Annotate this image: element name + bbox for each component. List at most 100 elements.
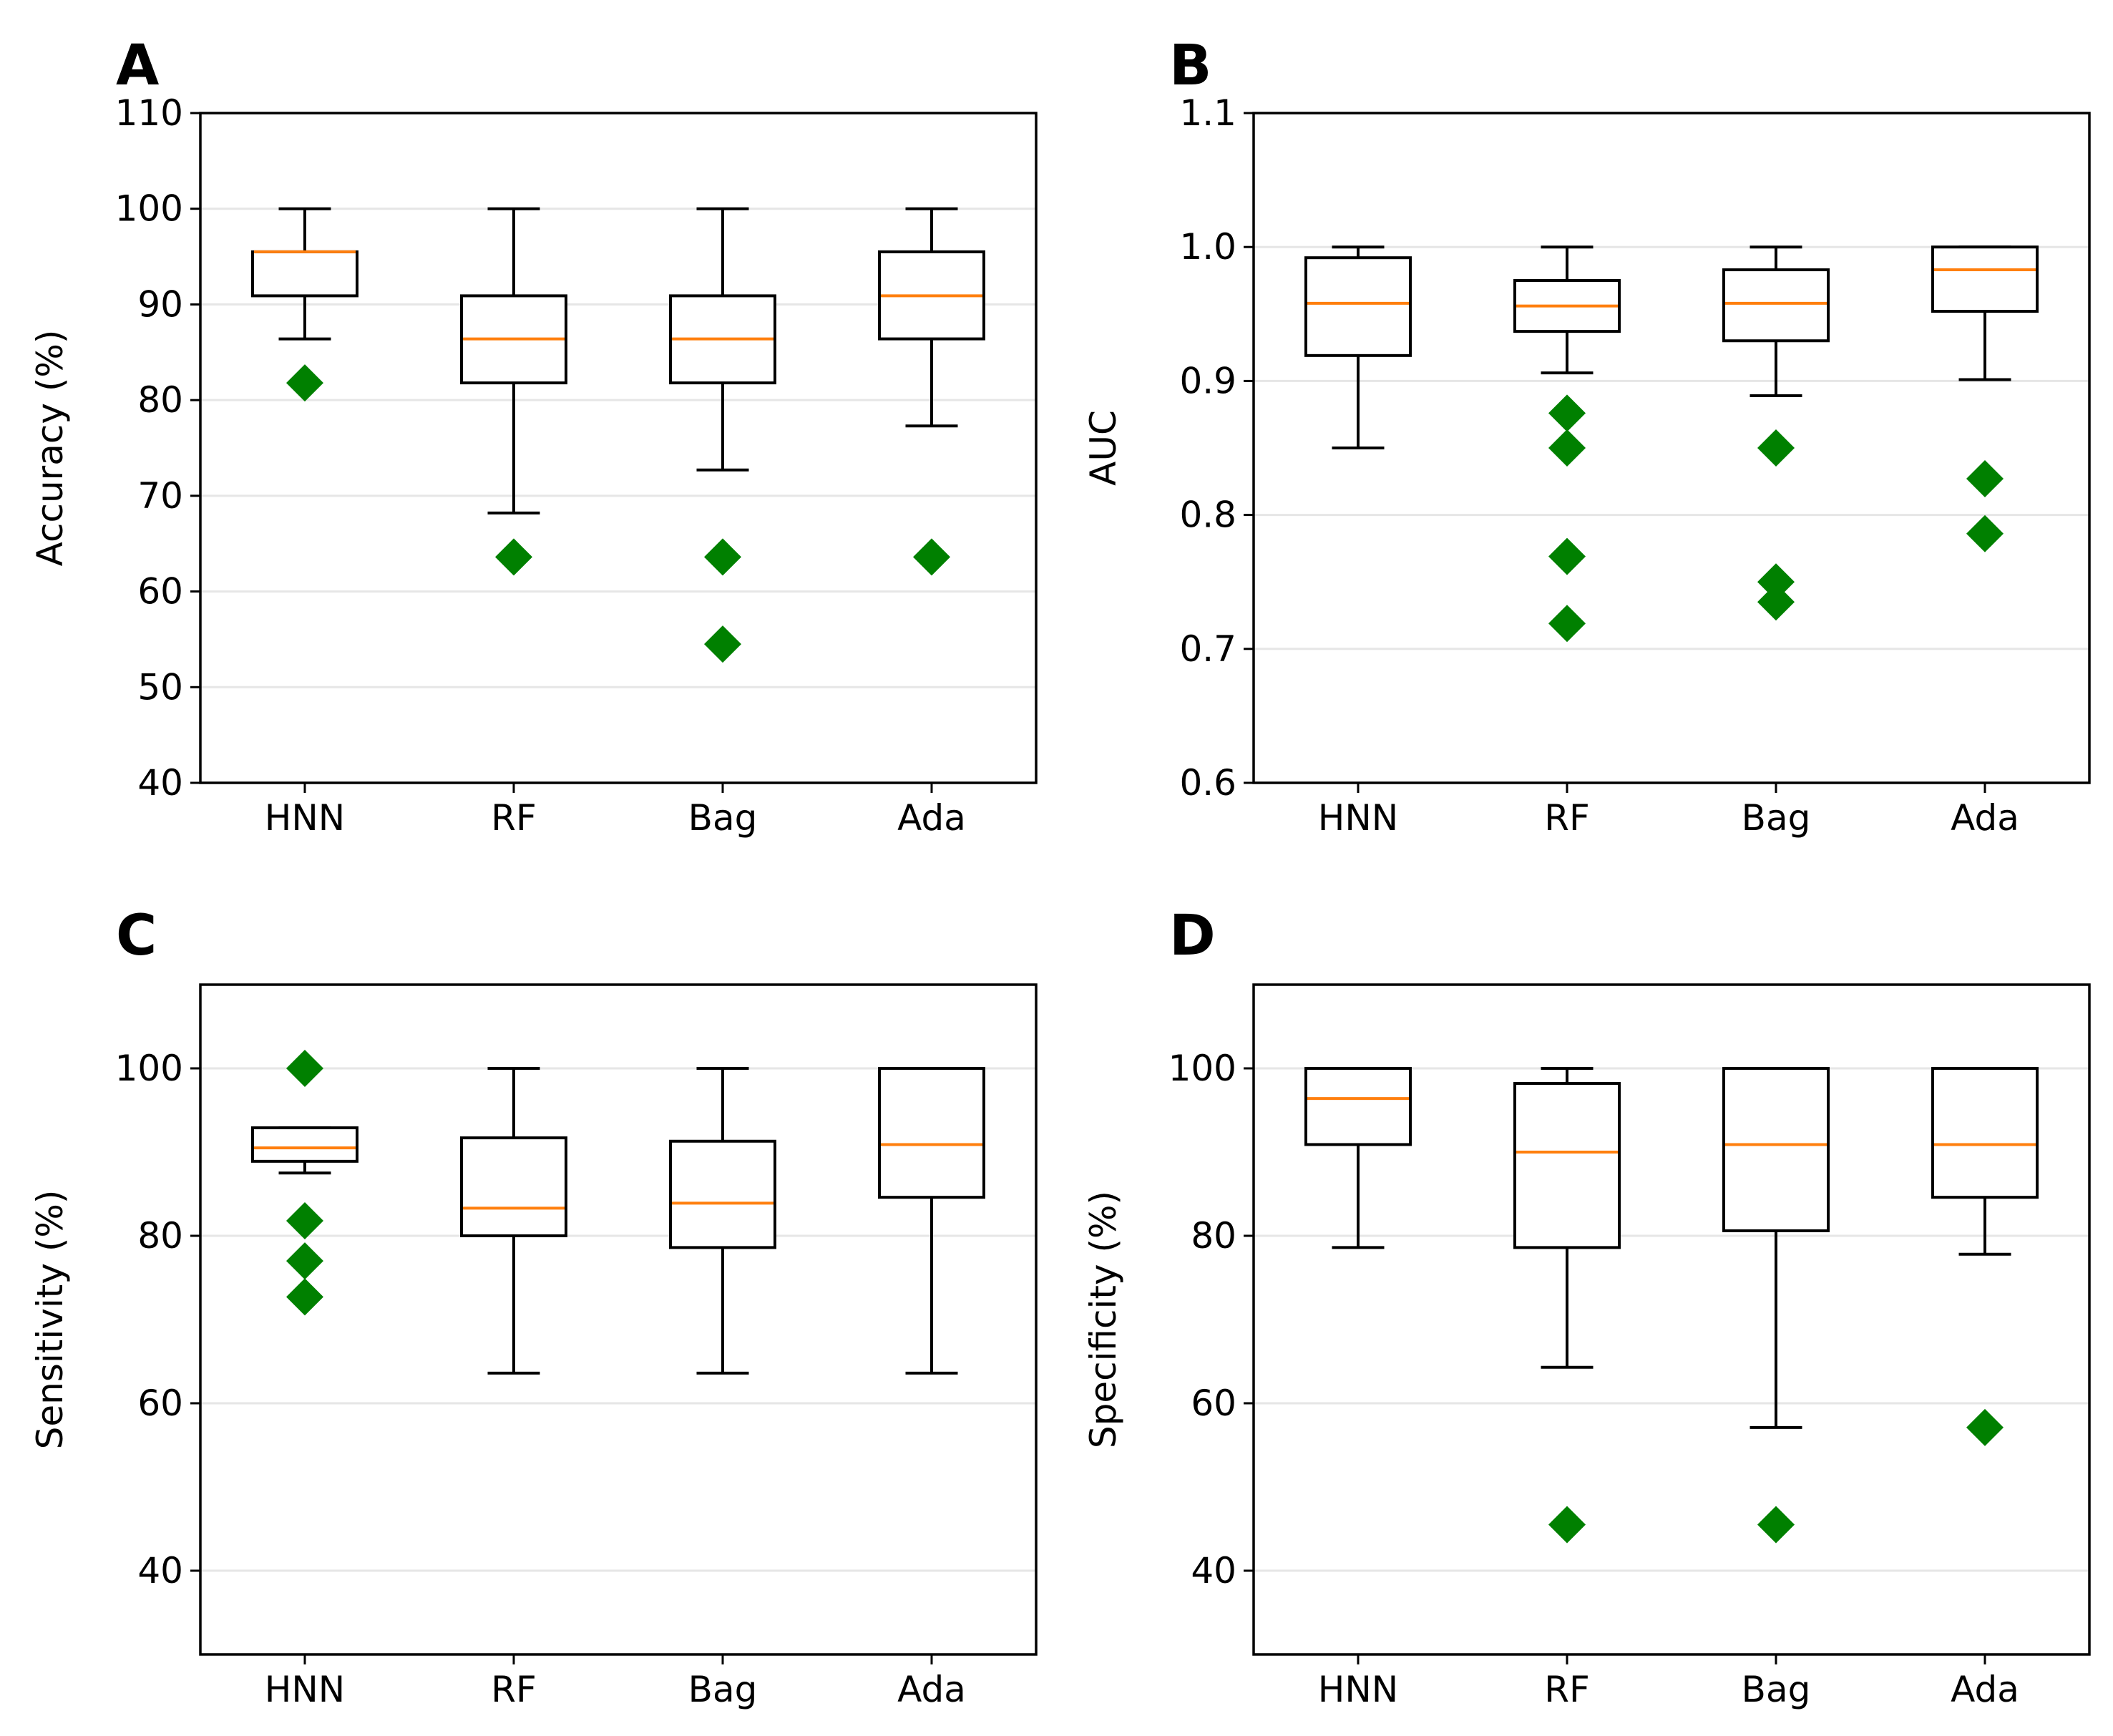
iqr-box	[1931, 1067, 2039, 1199]
box-ada	[878, 1067, 985, 1375]
outlier-marker	[286, 1201, 323, 1239]
y-tick-label: 40	[137, 1550, 183, 1591]
panel-letter: C	[116, 904, 157, 968]
outlier-marker	[1548, 605, 1586, 643]
x-tick-label: HNN	[1318, 1669, 1398, 1710]
outlier-marker	[1966, 515, 2004, 552]
outlier-marker	[913, 538, 950, 576]
box-hnn	[1304, 245, 1412, 449]
box-rf	[1513, 1067, 1621, 1544]
box-hnn	[251, 1050, 358, 1316]
box-ada	[878, 207, 985, 576]
iqr-box	[251, 1126, 358, 1163]
box-bag	[669, 1067, 776, 1375]
box-hnn	[251, 207, 358, 402]
outlier-marker	[1548, 394, 1586, 432]
panel-letter: B	[1169, 34, 1211, 98]
y-tick-label: 1.1	[1179, 92, 1236, 134]
y-tick-label: 60	[137, 571, 183, 613]
iqr-box	[251, 250, 358, 298]
x-tick-label: HNN	[1318, 797, 1398, 839]
outlier-marker	[286, 1242, 323, 1280]
box-bag	[1722, 1067, 1830, 1544]
x-tick-label: Ada	[897, 797, 966, 839]
iqr-box	[460, 1136, 567, 1237]
y-axis-label: Specificity (%)	[1083, 1191, 1124, 1448]
y-tick-label: 100	[1168, 1048, 1236, 1089]
box-hnn	[1304, 1067, 1412, 1249]
outlier-marker	[1548, 537, 1586, 575]
y-tick-label: 100	[115, 188, 183, 230]
y-tick-label: 60	[137, 1383, 183, 1424]
y-tick-label: 0.7	[1179, 628, 1236, 670]
outlier-marker	[1757, 429, 1795, 467]
x-tick-label: RF	[1544, 797, 1590, 839]
y-axis-label: AUC	[1083, 410, 1124, 486]
x-tick-label: RF	[1544, 1669, 1590, 1710]
panel-a: 40 50 60 70 80 90 100 110 HNN RF Bag Ada Accuracy (%…	[29, 34, 1038, 839]
box-ada	[1931, 1067, 2039, 1446]
iqr-box	[878, 1067, 985, 1199]
axes-frame	[199, 112, 1038, 784]
outlier-marker	[1966, 1408, 2004, 1446]
x-tick-label: HNN	[265, 797, 345, 839]
x-tick-label: Bag	[688, 1669, 758, 1710]
y-tick-label: 70	[137, 475, 183, 517]
outlier-marker	[704, 625, 741, 663]
outlier-marker	[1548, 1506, 1586, 1544]
box-rf	[460, 207, 567, 576]
y-axis-label: Accuracy (%)	[29, 330, 71, 567]
outlier-marker	[286, 364, 323, 402]
axes-frame	[199, 983, 1038, 1656]
box-bag	[1722, 245, 1830, 621]
y-tick-label: 50	[137, 666, 183, 708]
iqr-box	[1722, 268, 1830, 343]
y-tick-label: 80	[137, 1215, 183, 1257]
box-rf	[1513, 245, 1621, 643]
iqr-box	[1304, 256, 1412, 357]
iqr-box	[669, 1139, 776, 1249]
outlier-marker	[1966, 460, 2004, 498]
outlier-marker	[286, 1050, 323, 1087]
panel-letter: D	[1169, 904, 1216, 968]
box-bag	[669, 207, 776, 663]
y-tick-label: 0.9	[1179, 360, 1236, 401]
outlier-marker	[704, 538, 741, 576]
outlier-marker	[1757, 1506, 1795, 1544]
x-tick-label: RF	[491, 797, 537, 839]
outlier-marker	[286, 1278, 323, 1316]
x-tick-label: RF	[491, 1669, 537, 1710]
panel-d: 40 60 80 100 HNN RF Bag Ada Specificity (%) D	[1083, 904, 2091, 1710]
axes-frame	[1252, 983, 2091, 1656]
y-tick-label: 1.0	[1179, 226, 1236, 268]
y-tick-label: 0.6	[1179, 762, 1236, 804]
y-tick-label: 90	[137, 283, 183, 325]
panel-c: 40 60 80 100 HNN RF Bag Ada Sensitivity (%) C	[29, 904, 1038, 1710]
iqr-box	[1722, 1067, 1830, 1232]
y-tick-label: 40	[1191, 1550, 1236, 1591]
y-tick-label: 100	[115, 1048, 183, 1089]
y-tick-label: 0.8	[1179, 494, 1236, 536]
iqr-box	[1931, 245, 2039, 313]
y-tick-label: 40	[137, 762, 183, 804]
panel-b: 0.6 0.7 0.8 0.9 1.0 1.1 HNN RF Bag Ada AUC B	[1083, 34, 2091, 839]
y-tick-label: 60	[1191, 1383, 1236, 1424]
iqr-box	[1513, 1082, 1621, 1249]
x-tick-label: HNN	[265, 1669, 345, 1710]
box-ada	[1931, 245, 2039, 552]
outlier-marker	[1757, 563, 1795, 601]
outlier-marker	[1548, 429, 1586, 467]
x-tick-label: Ada	[1951, 1669, 2019, 1710]
outlier-marker	[1757, 583, 1795, 621]
outlier-marker	[495, 538, 532, 576]
x-tick-label: Bag	[1742, 1669, 1811, 1710]
x-tick-label: Bag	[1742, 797, 1811, 839]
y-tick-label: 80	[137, 379, 183, 421]
iqr-box	[1304, 1067, 1412, 1146]
x-tick-label: Ada	[897, 1669, 966, 1710]
x-tick-label: Bag	[688, 797, 758, 839]
panel-letter: A	[116, 34, 159, 98]
y-tick-label: 110	[115, 92, 183, 134]
y-axis-label: Sensitivity (%)	[29, 1190, 71, 1450]
